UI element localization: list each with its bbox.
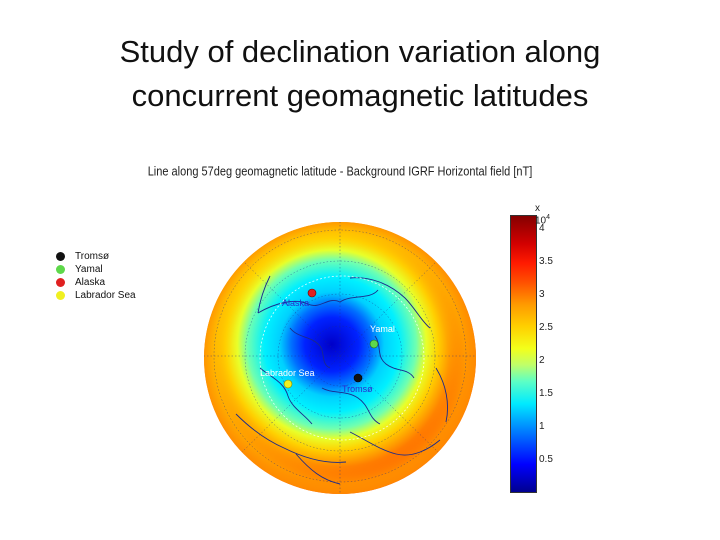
colorbar-gradient (510, 215, 537, 493)
tromso-map-label: Tromsø (342, 384, 373, 394)
graticule (204, 222, 476, 494)
alaska-map-label: Alaska (282, 298, 309, 308)
colorbar: x 104 4 3.5 3 2.5 2 1.5 1 0.5 (510, 203, 553, 493)
polar-field-map: Alaska Yamal Labrador Sea Tromsø (204, 222, 476, 494)
colorbar-tick: 1 (539, 421, 545, 432)
labrador-map-label: Labrador Sea (260, 368, 315, 378)
colorbar-tick: 3.5 (539, 256, 553, 267)
slide-title-line-2: concurrent geomagnetic latitudes (131, 78, 589, 113)
tromso-marker (353, 373, 363, 383)
legend-item-alaska: Alaska (56, 276, 136, 289)
station-legend: Tromsø Yamal Alaska Labrador Sea (56, 250, 136, 302)
station-markers (283, 288, 379, 389)
colorbar-exponent-base: x 10 (535, 203, 547, 227)
colorbar-tick: 2.5 (539, 322, 553, 333)
yamal-map-label: Yamal (370, 324, 395, 334)
yamal-marker (369, 339, 379, 349)
legend-item-tromso: Tromsø (56, 250, 136, 263)
labrador-marker (283, 379, 293, 389)
red-dot-icon (56, 278, 65, 287)
figure-title: Line along 57deg geomagnetic latitude - … (147, 165, 533, 179)
slide-title-line-1: Study of declination variation along (119, 34, 601, 69)
colorbar-exponent: x 104 (535, 203, 550, 226)
colorbar-tick: 2 (539, 355, 545, 366)
coastlines (235, 275, 448, 485)
legend-label: Alaska (75, 277, 106, 288)
colorbar-tick: 4 (539, 223, 545, 234)
slide-title: Study of declination variation along con… (60, 30, 660, 118)
colorbar-tick: 1.5 (539, 388, 553, 399)
colorbar-exponent-power: 4 (546, 214, 551, 221)
map-labels: Alaska Yamal Labrador Sea Tromsø (260, 298, 395, 394)
legend-item-yamal: Yamal (56, 263, 136, 276)
legend-label: Yamal (75, 264, 103, 275)
legend-label: Tromsø (75, 251, 110, 262)
legend-item-labrador: Labrador Sea (56, 289, 136, 302)
colorbar-tick: 0.5 (539, 454, 553, 465)
alaska-marker (307, 288, 317, 298)
yellow-dot-icon (56, 291, 65, 300)
geomagnetic-latitude-line (259, 275, 425, 441)
colorbar-tick: 3 (539, 289, 545, 300)
black-dot-icon (56, 252, 65, 261)
legend-label: Labrador Sea (75, 290, 136, 301)
green-dot-icon (56, 265, 65, 274)
